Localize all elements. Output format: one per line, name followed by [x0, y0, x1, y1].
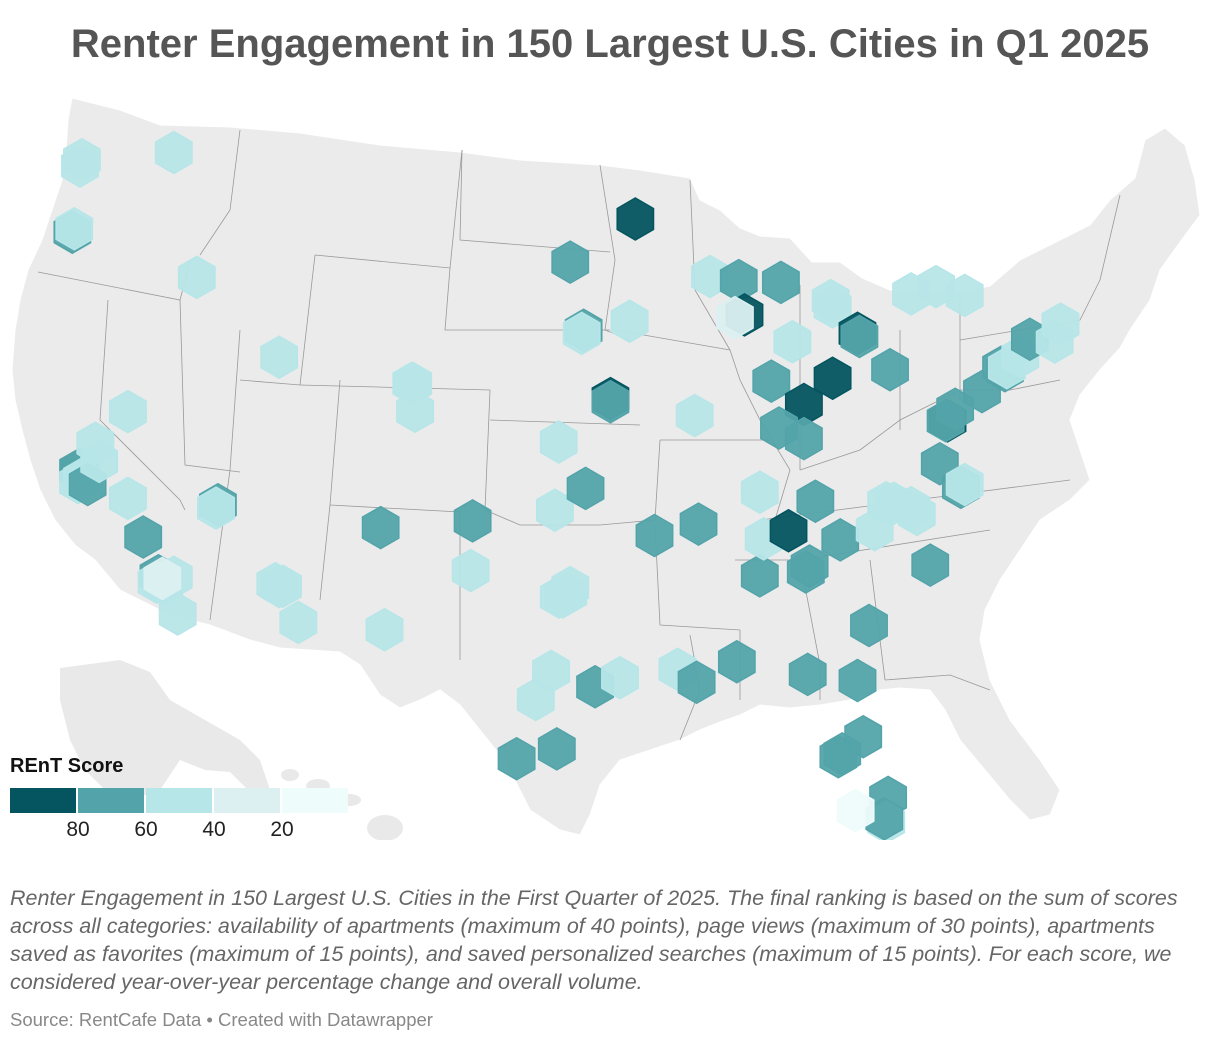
- city-hexagon[interactable]: [715, 295, 754, 340]
- city-hexagon[interactable]: [566, 466, 605, 511]
- city-hexagon[interactable]: [838, 658, 877, 703]
- legend-swatch-0-20: [282, 788, 348, 813]
- city-hexagon[interactable]: [635, 513, 674, 558]
- alaska-shape: [60, 660, 270, 800]
- city-hexagon[interactable]: [850, 603, 888, 648]
- city-hexagon[interactable]: [516, 677, 555, 722]
- city-hexagon[interactable]: [197, 486, 235, 530]
- city-hexagon[interactable]: [108, 389, 147, 434]
- city-hexagon[interactable]: [551, 240, 590, 284]
- city-hexagon[interactable]: [788, 652, 827, 697]
- legend-tick-80: 80: [66, 818, 90, 841]
- legend-swatch-60-80: [78, 788, 144, 813]
- city-hexagon[interactable]: [790, 544, 829, 588]
- city-hexagon[interactable]: [451, 548, 490, 593]
- city-hexagon[interactable]: [616, 197, 655, 241]
- city-hexagon[interactable]: [158, 592, 197, 636]
- city-hexagon[interactable]: [679, 502, 718, 546]
- city-hexagon[interactable]: [279, 600, 318, 645]
- city-hexagon[interactable]: [264, 564, 302, 609]
- contiguous-us-shape: [11, 97, 1201, 836]
- city-hexagon[interactable]: [551, 565, 590, 610]
- legend-tick-20: 20: [270, 818, 294, 841]
- city-hexagon[interactable]: [761, 260, 800, 305]
- city-hexagon[interactable]: [811, 278, 850, 323]
- city-hexagon[interactable]: [361, 505, 400, 550]
- city-hexagon[interactable]: [813, 356, 852, 401]
- legend-swatch-20-40: [214, 788, 280, 813]
- city-hexagon[interactable]: [177, 255, 216, 300]
- city-hexagon[interactable]: [601, 655, 639, 700]
- city-hexagon[interactable]: [871, 347, 909, 392]
- city-hexagon[interactable]: [260, 335, 299, 380]
- city-hexagon[interactable]: [911, 543, 950, 587]
- city-hexagon[interactable]: [892, 272, 931, 316]
- city-hexagon[interactable]: [740, 554, 779, 598]
- chart-title: Renter Engagement in 150 Largest U.S. Ci…: [70, 22, 1150, 66]
- city-hexagon[interactable]: [497, 736, 536, 781]
- city-hexagon[interactable]: [677, 660, 716, 705]
- city-hexagon[interactable]: [124, 515, 163, 559]
- city-hexagon[interactable]: [562, 311, 601, 356]
- city-hexagon[interactable]: [840, 314, 879, 359]
- country-shapes: [11, 97, 1201, 840]
- city-hexagon[interactable]: [836, 788, 875, 833]
- city-hexagon[interactable]: [591, 379, 630, 424]
- city-hexagon[interactable]: [752, 359, 791, 403]
- chart-source: Source: RentCafe Data • Created with Dat…: [10, 1009, 433, 1030]
- city-hexagon[interactable]: [717, 639, 756, 684]
- city-hexagon[interactable]: [796, 479, 835, 524]
- city-hexagon[interactable]: [773, 319, 812, 364]
- chart-description: Renter Engagement in 150 Largest U.S. Ci…: [10, 886, 1178, 994]
- city-hexagon[interactable]: [892, 485, 931, 530]
- city-hexagon[interactable]: [143, 556, 182, 601]
- city-hexagon[interactable]: [396, 389, 435, 434]
- city-hexagon[interactable]: [769, 508, 808, 553]
- us-map: [11, 97, 1201, 840]
- city-hexagon[interactable]: [1035, 320, 1074, 364]
- city-hexagon[interactable]: [945, 462, 984, 507]
- legend-swatch-80-plus: [10, 788, 76, 813]
- city-hexagon[interactable]: [61, 144, 99, 188]
- city-hexagon[interactable]: [539, 420, 578, 464]
- city-hexagon[interactable]: [844, 714, 883, 759]
- city-hexagon[interactable]: [108, 476, 147, 521]
- legend-title: REnT Score: [10, 755, 124, 777]
- city-hexagon[interactable]: [675, 393, 714, 438]
- city-hexagon[interactable]: [740, 470, 779, 515]
- legend-tick-40: 40: [202, 818, 226, 841]
- city-hexagon[interactable]: [537, 727, 576, 771]
- city-hexagon[interactable]: [610, 299, 649, 344]
- city-hexagons: [53, 130, 1080, 840]
- legend-tick-60: 60: [134, 818, 158, 841]
- city-hexagon[interactable]: [80, 439, 119, 484]
- city-hexagon[interactable]: [784, 416, 823, 461]
- city-hexagon[interactable]: [55, 206, 94, 251]
- city-hexagon[interactable]: [154, 130, 193, 175]
- legend-swatch-40-60: [146, 788, 212, 813]
- city-hexagon[interactable]: [365, 607, 404, 652]
- city-hexagon[interactable]: [453, 499, 492, 543]
